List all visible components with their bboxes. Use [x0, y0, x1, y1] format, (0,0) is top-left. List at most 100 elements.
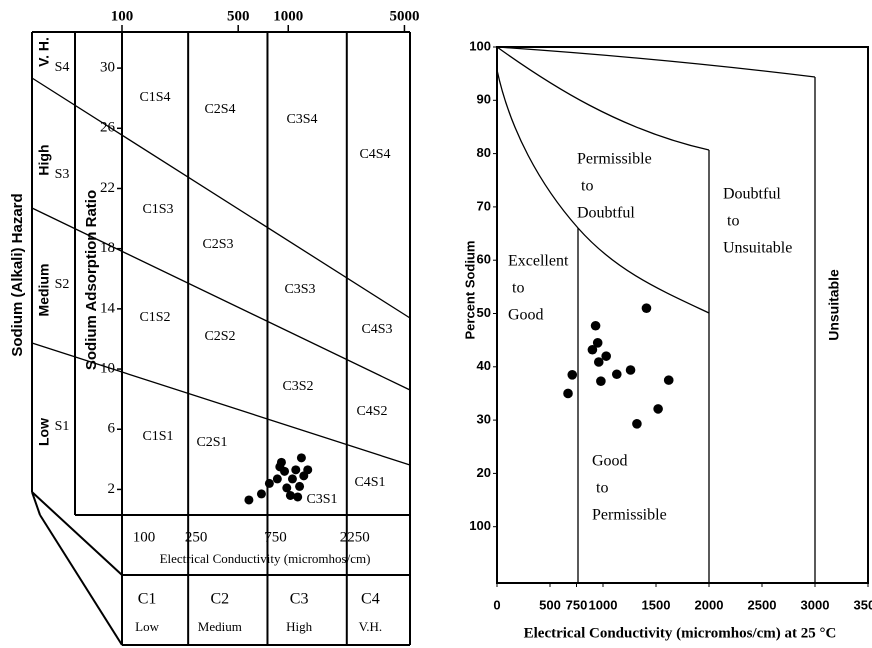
zone-label: Permissible: [592, 507, 667, 524]
salinity-class-label: Low: [135, 619, 159, 634]
y-tick-label: 70: [477, 198, 491, 213]
y-tick-label: 18: [100, 240, 115, 256]
y-tick-label: 90: [477, 92, 491, 107]
zone-label: C4S3: [361, 322, 392, 337]
class-bound-label: 100: [133, 529, 156, 545]
zone-label: Good: [592, 453, 628, 470]
y-axis-label: Percent Sodium: [462, 241, 477, 340]
x-tick-label: 500: [539, 597, 561, 612]
zone-label: Good: [508, 307, 544, 324]
zone-label: Permissible: [577, 151, 652, 168]
salinity-class-name: C3: [290, 591, 309, 608]
x-tick-label: 2000: [695, 597, 724, 612]
data-point: [593, 357, 604, 367]
sodium-class-name: S2: [55, 277, 70, 292]
zone-label: C3S2: [282, 379, 313, 394]
data-point: [587, 344, 598, 355]
zone-label: C2S4: [204, 102, 235, 117]
data-point: [285, 490, 295, 500]
data-point: [663, 375, 674, 385]
sodium-class-name: S4: [55, 60, 70, 75]
zone-label: to: [596, 480, 608, 497]
zone-label: to: [512, 280, 524, 297]
x-tick-label: 1000: [273, 8, 303, 24]
data-point: [244, 495, 254, 505]
x-tick-label: 5000: [389, 8, 419, 24]
data-point: [293, 492, 303, 502]
data-point: [280, 466, 290, 476]
data-point: [291, 465, 301, 475]
data-point: [641, 303, 652, 313]
zone-label: C1S3: [142, 202, 173, 217]
data-point: [567, 369, 578, 380]
x-tick-label: 1000: [589, 597, 618, 612]
zone-label: Unsuitable: [723, 240, 792, 257]
y-tick-label: 22: [100, 180, 115, 196]
data-point: [592, 338, 603, 348]
zone-label: C4S4: [359, 147, 390, 162]
data-point: [296, 453, 306, 463]
data-point: [596, 376, 606, 386]
data-point: [563, 388, 573, 399]
zone-label: C4S1: [354, 475, 385, 490]
zone-label: C2S2: [204, 329, 235, 344]
y-tick-label: 100: [469, 518, 491, 533]
zone-label: C3S1: [306, 492, 337, 507]
data-point: [625, 365, 636, 375]
data-point: [264, 478, 274, 488]
salinity-class-name: C2: [210, 591, 229, 608]
class-bound-label: 250: [185, 529, 208, 545]
zone-label: C1S4: [139, 90, 170, 105]
x-tick-label: 2500: [748, 597, 777, 612]
x-tick-label: 500: [227, 8, 250, 24]
salinity-class-name: C4: [361, 591, 380, 608]
x-tick-label: 0: [493, 597, 500, 612]
zone-label: Unsuitable: [826, 269, 842, 341]
data-point: [287, 474, 297, 484]
zone-label: C2S3: [202, 237, 233, 252]
sodium-class-label: Low: [36, 418, 52, 446]
data-point: [295, 481, 305, 491]
zone-label: C3S3: [284, 282, 315, 297]
y-tick-label: 26: [100, 120, 116, 136]
y-axis-label: Sodium Adsorption Ratio: [83, 190, 100, 370]
zone-label: to: [581, 178, 593, 195]
x-tick-label: 3000: [801, 597, 830, 612]
data-point: [256, 489, 266, 499]
y-tick-label: 60: [477, 252, 491, 267]
zone-label: Doubtful: [723, 186, 781, 203]
x-axis-label: Electrical Conductivity (micromhos/cm) a…: [524, 625, 837, 641]
y-tick-label: 50: [477, 305, 491, 320]
y-tick-label: 30: [477, 412, 491, 427]
data-point: [611, 369, 622, 380]
hazard-label: Sodium (Alkali) Hazard: [9, 193, 26, 356]
y-tick-label: 2: [108, 481, 116, 497]
y-tick-label: 40: [477, 358, 491, 373]
salinity-class-name: C1: [138, 591, 157, 608]
x-tick-label: 1500: [642, 597, 671, 612]
zone-label: C4S2: [356, 404, 387, 419]
sodium-class-label: Medium: [36, 264, 52, 317]
data-point: [632, 419, 642, 429]
sodium-class-name: S3: [55, 167, 70, 182]
zone-label: Doubtful: [577, 205, 635, 222]
x-tick-label: 750: [566, 597, 588, 612]
class-bound-label: 2250: [340, 529, 370, 545]
zone-label: to: [727, 213, 739, 230]
zone-label: C3S4: [286, 112, 317, 127]
zone-label: C1S1: [142, 429, 173, 444]
sodium-class-label: V. H.: [36, 37, 52, 67]
x-tick-label: 3500: [854, 597, 872, 612]
salinity-class-label: High: [286, 619, 313, 634]
sodium-class-label: High: [36, 144, 52, 175]
data-point: [653, 404, 663, 414]
data-point: [282, 483, 292, 493]
y-tick-label: 6: [108, 421, 116, 437]
x-tick-label: 100: [111, 8, 134, 24]
zone-label: C1S2: [139, 310, 170, 325]
sodium-class-name: S1: [55, 419, 70, 434]
x-axis-label: Electrical Conductivity (micromhos/cm): [160, 551, 371, 566]
y-tick-label: 14: [100, 300, 116, 316]
y-tick-label: 20: [477, 465, 491, 480]
